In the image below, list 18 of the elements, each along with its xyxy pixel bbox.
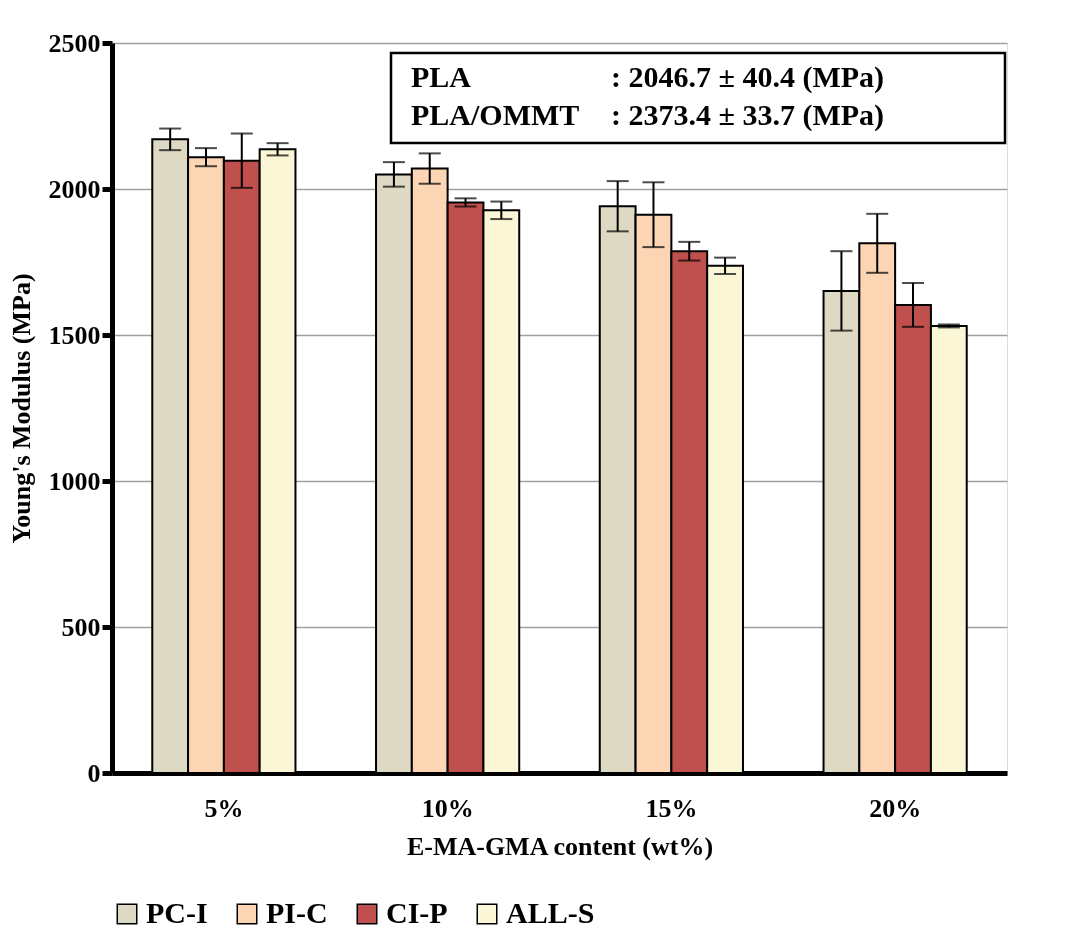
y-tick-label: 1000 [48,466,101,496]
legend-label: CI-P [386,896,448,929]
y-tick-label: 2500 [48,28,101,58]
x-axis-title: E-MA-GMA content (wt%) [406,831,714,861]
annotation: PLA/OMMT : 2373.4 ± 33.7 (MPa) [411,98,885,132]
legend-label: ALL-S [506,896,595,929]
x-tick-label: 20% [869,793,922,823]
y-tick-label: 0 [87,758,101,788]
x-tick-label: 5% [204,793,244,823]
x-tick-label: 15% [645,793,698,823]
y-axis-title: Young's Modulus (MPa) [6,273,36,544]
legend-label: PI-C [266,896,328,929]
y-tick-label: 2000 [48,174,101,204]
y-tick-label: 500 [61,612,101,642]
legend-label: PC-I [146,896,208,929]
y-tick-label: 1500 [48,320,101,350]
text: PLA : 2046.7 ± 40.4 (MPa) [411,60,885,93]
x-tick-label: 10% [421,793,474,823]
